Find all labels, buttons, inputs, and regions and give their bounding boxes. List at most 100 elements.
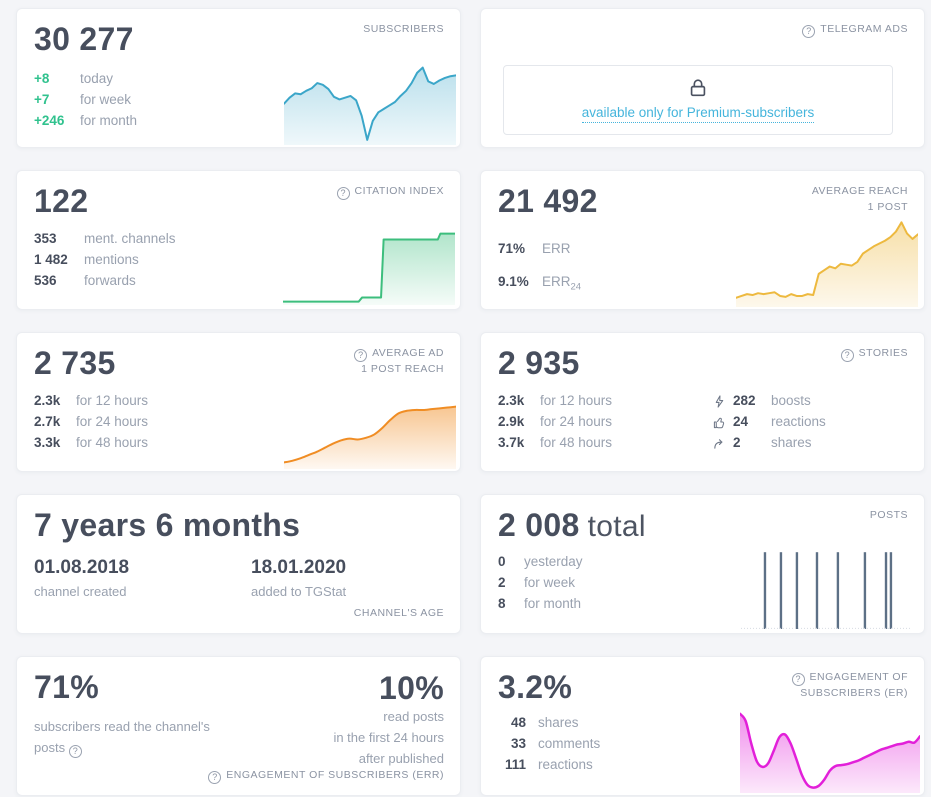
stat-row-err24: 9.1% ERR24: [498, 273, 582, 295]
posts-total-suffix: total: [587, 510, 646, 543]
stat-row-today: +8 today: [34, 72, 137, 86]
citation-index-card: ? CITATION INDEX 122 353 ment. channels 1…: [16, 170, 461, 310]
citation-index-chart: [283, 221, 455, 305]
help-icon[interactable]: ?: [840, 349, 854, 362]
stat-label: ERR24: [542, 273, 582, 293]
citation-stats: 353 ment. channels 1 482 mentions 536 fo…: [34, 232, 176, 295]
err-right-line: read posts: [383, 709, 444, 724]
stat-label: boosts: [771, 393, 811, 408]
telegram-ads-card-title: ? TELEGRAM ADS: [802, 22, 908, 38]
stat-value: 33: [510, 736, 526, 751]
reach-stats: 71% ERR 9.1% ERR24: [498, 242, 581, 307]
help-icon[interactable]: ?: [336, 187, 350, 200]
card-title-text: TELEGRAM ADS: [820, 23, 908, 35]
stat-row-24h: 2.9k for 24 hours: [498, 415, 612, 429]
stat-label: ERR: [542, 241, 571, 256]
premium-subscribers-link[interactable]: available only for Premium-subscribers: [581, 105, 815, 123]
stat-row-12h: 2.3k for 12 hours: [34, 394, 148, 408]
stat-label: for week: [524, 575, 576, 590]
channel-age-card-title: CHANNEL'S AGE: [354, 606, 444, 622]
err-left-description: subscribers read the channel's posts ?: [34, 717, 210, 759]
date-value: 18.01.2020: [251, 557, 347, 578]
stat-row-48h: 3.7k for 48 hours: [498, 436, 612, 450]
subscribers-card: SUBSCRIBERS 30 277 +8 today +7 for week …: [16, 8, 461, 148]
date-added: 18.01.2020 added to TGStat: [251, 557, 460, 599]
citation-index-card-title: ? CITATION INDEX: [336, 184, 444, 200]
stat-label: comments: [538, 736, 601, 751]
subscribers-card-title: SUBSCRIBERS: [363, 22, 444, 38]
stat-value: +246: [34, 113, 65, 128]
card-title-text: STORIES: [858, 347, 908, 359]
stat-label: shares: [771, 435, 812, 450]
stat-label: yesterday: [524, 554, 583, 569]
average-ad-chart: [284, 387, 456, 469]
help-icon[interactable]: ?: [208, 771, 222, 784]
stat-row-forwards: 536 forwards: [34, 274, 176, 288]
err-left-line2: posts ?: [34, 738, 210, 759]
stat-value: +8: [34, 71, 50, 86]
stat-row-month: 8 for month: [498, 597, 583, 611]
lock-icon: [687, 77, 709, 99]
stat-value: +7: [34, 92, 50, 107]
share-arrow-icon: [713, 437, 733, 450]
date-created: 01.08.2018 channel created: [34, 557, 244, 599]
telegram-ads-card: ? TELEGRAM ADS available only for Premium…: [480, 8, 925, 148]
stat-value: 2.9k: [498, 414, 525, 429]
lightning-icon: [713, 394, 733, 408]
stat-value: 536: [34, 273, 57, 288]
stat-row-mentions: 1 482 mentions: [34, 253, 176, 267]
average-reach-value: 21 492: [498, 183, 598, 219]
stat-row-24h: 2.7k for 24 hours: [34, 415, 148, 429]
stat-label: for 48 hours: [540, 435, 613, 450]
stat-value: 9.1%: [498, 273, 529, 289]
stat-label: for month: [80, 113, 138, 128]
stat-value: 1 482: [34, 252, 68, 267]
stat-value: 0: [498, 554, 506, 569]
er-stats: 48 shares 33 comments 111 reactions: [498, 716, 600, 779]
card-title-text: CITATION INDEX: [354, 185, 444, 197]
channel-age-value: 7 years 6 months: [34, 507, 301, 543]
stat-value: 24: [733, 414, 749, 429]
stories-stats: 2.3k for 12 hours 2.9k for 24 hours 3.7k…: [498, 394, 612, 457]
stat-label: for 48 hours: [76, 435, 149, 450]
subscribers-count: 30 277: [34, 21, 134, 57]
err-read-percent: 71%: [34, 669, 99, 705]
subscribers-stats: +8 today +7 for week +246 for month: [34, 72, 137, 135]
average-ad-reach-card: ? AVERAGE AD 1 POST REACH 2 735 2.3k for …: [16, 332, 461, 472]
stat-value: 2.3k: [34, 393, 61, 408]
stories-card-title: ? STORIES: [840, 346, 908, 362]
help-icon[interactable]: ?: [68, 744, 82, 758]
dashboard-grid: SUBSCRIBERS 30 277 +8 today +7 for week …: [16, 8, 925, 796]
help-icon[interactable]: ?: [354, 349, 368, 362]
stat-label: reactions: [771, 414, 826, 429]
stat-row-ment-channels: 353 ment. channels: [34, 232, 176, 246]
help-icon[interactable]: ?: [802, 25, 816, 38]
posts-card: POSTS 2 008 total 0 yesterday 2 for week …: [480, 494, 925, 634]
card-title-text: CHANNEL'S AGE: [353, 607, 444, 620]
stat-label: mentions: [84, 252, 139, 267]
stat-row-reactions: 111 reactions: [498, 758, 600, 772]
stories-value: 2 935: [498, 345, 580, 381]
stat-row-12h: 2.3k for 12 hours: [498, 394, 612, 408]
stat-row-reactions: 24 reactions: [713, 415, 826, 429]
channel-age-card: 7 years 6 months 01.08.2018 channel crea…: [16, 494, 461, 634]
stat-value: 8: [498, 596, 506, 611]
stat-value: 71%: [498, 241, 526, 256]
stat-row-boosts: 282 boosts: [713, 394, 826, 408]
premium-locked-panel: available only for Premium-subscribers: [503, 65, 893, 135]
stat-value: 3.3k: [34, 435, 61, 450]
stat-label: for 24 hours: [540, 414, 613, 429]
stat-label: for 24 hours: [76, 414, 149, 429]
average-reach-card: AVERAGE REACH 1 POST 21 492 71% ERR 9.1%…: [480, 170, 925, 310]
card-title-text: ENGAGEMENT OF SUBSCRIBERS (ERR): [226, 769, 444, 781]
stat-label: for 12 hours: [76, 393, 149, 408]
stat-value: 111: [504, 757, 526, 772]
card-title-line1: AVERAGE REACH: [811, 185, 908, 197]
stat-row-yesterday: 0 yesterday: [498, 555, 583, 569]
posts-card-title: POSTS: [870, 508, 908, 524]
stat-value: 2: [733, 435, 741, 450]
help-icon[interactable]: ?: [791, 673, 805, 686]
stat-value: 2.3k: [498, 393, 525, 408]
card-title-line1: ? AVERAGE AD: [354, 346, 444, 362]
stat-label: for week: [80, 92, 132, 107]
